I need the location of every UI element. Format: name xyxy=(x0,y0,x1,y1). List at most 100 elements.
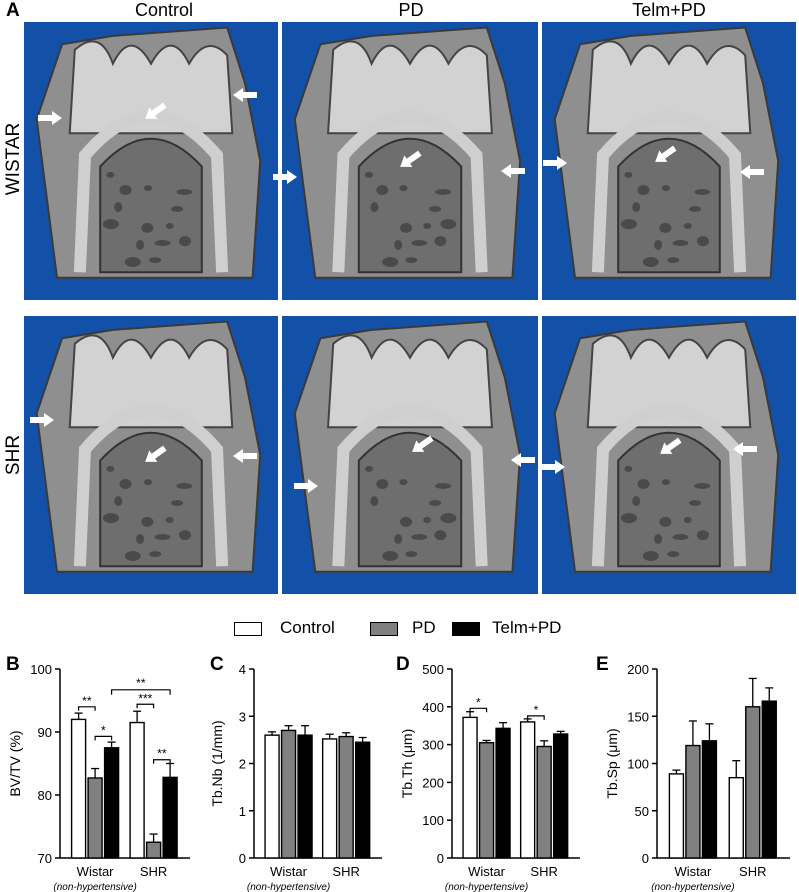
bar xyxy=(87,777,103,859)
y-tick-label: 200 xyxy=(627,662,649,677)
x-tick-note: (non-hypertensive) xyxy=(445,882,528,892)
arrow-icon xyxy=(271,169,299,185)
y-axis-label: Tb.Sp (μm) xyxy=(604,728,620,798)
arrow-icon xyxy=(141,445,169,463)
x-tick-note: (non-hypertensive) xyxy=(53,882,136,892)
arrow-icon xyxy=(509,452,537,468)
y-tick-label: 80 xyxy=(38,788,52,803)
significance-bracket xyxy=(111,689,171,695)
significance-label: ** xyxy=(82,694,92,708)
panel-label-a: A xyxy=(6,0,20,21)
y-tick-label: 150 xyxy=(627,709,649,724)
bar xyxy=(536,745,552,859)
legend-label-control: Control xyxy=(280,618,335,637)
bar xyxy=(478,742,495,859)
significance-label: *** xyxy=(138,691,152,705)
bar xyxy=(668,773,685,859)
bar xyxy=(129,721,145,859)
significance-label: * xyxy=(476,695,481,709)
y-tick-label: 0 xyxy=(239,851,246,866)
bar xyxy=(701,740,718,859)
x-tick-label: Wistar xyxy=(77,864,115,879)
bar xyxy=(321,738,338,859)
significance-bracket xyxy=(136,703,155,709)
arrow-icon xyxy=(738,164,766,180)
bar xyxy=(552,733,569,859)
y-axis-label: Tb.Nb (1/mm) xyxy=(209,720,225,806)
significance-label: * xyxy=(101,723,106,737)
x-tick-label: Wistar xyxy=(468,864,506,879)
column-header-control: Control xyxy=(134,0,194,20)
y-tick-label: 0 xyxy=(437,851,444,866)
x-tick-label: SHR xyxy=(332,864,359,879)
bar xyxy=(162,776,178,859)
legend-swatch-pd xyxy=(370,622,398,636)
bar xyxy=(145,841,162,859)
arrow-icon xyxy=(231,87,259,103)
y-tick-label: 2 xyxy=(239,757,246,772)
significance-label: ** xyxy=(157,747,167,761)
y-axis-label: BV/TV (%) xyxy=(7,730,23,796)
bar xyxy=(495,727,511,859)
significance-bracket xyxy=(469,707,488,713)
y-tick-label: 400 xyxy=(422,700,444,715)
column-header-telm-pd: Telm+PD xyxy=(632,0,706,20)
legend-swatch-control xyxy=(234,622,262,636)
arrow-icon xyxy=(141,102,169,120)
micro-ct-image-wistar-pd xyxy=(282,22,538,300)
x-tick-note: (non-hypertensive) xyxy=(651,882,734,892)
arrow-icon xyxy=(651,145,679,163)
y-tick-label: 0 xyxy=(642,851,649,866)
x-tick-label: Wistar xyxy=(674,864,712,879)
arrow-icon xyxy=(292,478,320,494)
arrow-icon xyxy=(36,110,64,126)
y-tick-label: 100 xyxy=(627,757,649,772)
legend: Control PD Telm+PD xyxy=(234,618,594,642)
bar xyxy=(519,721,536,859)
legend-label-telm-pd: Telm+PD xyxy=(492,618,562,637)
bar xyxy=(103,747,120,859)
y-tick-label: 3 xyxy=(239,709,246,724)
arrow-icon xyxy=(28,412,56,428)
bar xyxy=(745,706,761,859)
arrow-icon xyxy=(541,155,569,171)
row-header-wistar: WISTAR xyxy=(3,122,24,196)
significance-bracket xyxy=(78,706,96,711)
panel-label-b: B xyxy=(6,654,20,675)
significance-label: ** xyxy=(136,676,146,690)
significance-label: * xyxy=(534,703,539,717)
x-tick-label: SHR xyxy=(140,864,167,879)
y-tick-label: 300 xyxy=(422,738,444,753)
x-tick-label: SHR xyxy=(739,864,766,879)
bar xyxy=(297,734,313,859)
micro-ct-image-wistar-control xyxy=(24,22,278,300)
bar xyxy=(761,700,777,859)
arrow-icon xyxy=(539,459,567,475)
row-header-shr: SHR xyxy=(3,434,24,476)
bar xyxy=(728,776,744,859)
bar xyxy=(280,729,297,859)
x-tick-label: SHR xyxy=(530,864,557,879)
significance-bracket xyxy=(153,759,171,764)
arrow-icon xyxy=(396,150,424,168)
significance-bracket xyxy=(94,735,113,741)
y-tick-label: 100 xyxy=(30,662,52,677)
legend-label-pd: PD xyxy=(412,618,436,637)
x-tick-note: (non-hypertensive) xyxy=(247,882,330,892)
bar xyxy=(685,744,701,859)
y-tick-label: 50 xyxy=(635,804,649,819)
bar xyxy=(354,741,371,859)
arrow-icon xyxy=(656,437,684,455)
x-tick-label: Wistar xyxy=(270,864,308,879)
y-tick-label: 200 xyxy=(422,775,444,790)
arrow-icon xyxy=(731,441,759,457)
bar xyxy=(264,734,280,859)
y-tick-label: 4 xyxy=(239,662,246,677)
y-tick-label: 500 xyxy=(422,662,444,677)
legend-swatch-telm-pd xyxy=(452,622,480,636)
arrow-icon xyxy=(499,163,527,179)
y-tick-label: 1 xyxy=(239,804,246,819)
arrow-icon xyxy=(231,448,259,464)
panel-label-d: D xyxy=(396,654,410,675)
